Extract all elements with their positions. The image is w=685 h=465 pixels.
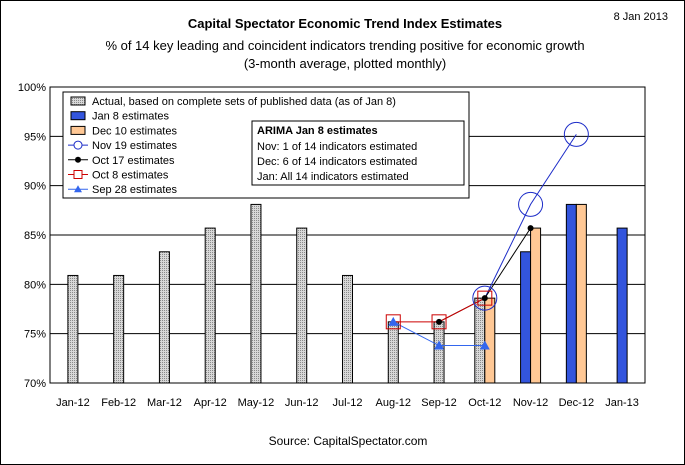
x-tick-label: Sep-12 xyxy=(421,397,456,409)
x-tick-label: Jun-12 xyxy=(285,397,319,409)
actual-bar xyxy=(158,251,170,384)
legend-label: Actual, based on complete sets of publis… xyxy=(92,96,396,108)
chart-title: Capital Spectator Economic Trend Index E… xyxy=(188,16,502,31)
actual-bar xyxy=(474,297,486,384)
y-tick-label: 70% xyxy=(24,378,46,390)
chart-date: 8 Jan 2013 xyxy=(614,11,668,23)
legend-label: Dec 10 estimates xyxy=(92,125,177,137)
legend-item: Nov 19 estimates xyxy=(68,140,177,152)
actual-bar xyxy=(250,203,262,384)
actual-bar xyxy=(342,274,353,384)
x-tick-label: Aug-12 xyxy=(376,397,411,409)
chart-source: Source: CapitalSpectator.com xyxy=(269,434,428,448)
dec10-bar xyxy=(575,203,587,384)
legend-swatch xyxy=(70,111,86,121)
y-tick-label: 90% xyxy=(24,181,46,193)
oct17-marker xyxy=(481,295,488,302)
annotation-line-3: Jan: All 14 indicators estimated xyxy=(257,171,409,183)
dec10-bar xyxy=(530,227,542,384)
legend-label: Oct 8 estimates xyxy=(92,170,169,182)
annotation-title: ARIMA Jan 8 estimates xyxy=(257,125,378,137)
legend-label: Jan 8 estimates xyxy=(92,111,170,123)
nov19-marker xyxy=(472,285,498,311)
chart-subtitle-1: % of 14 key leading and coincident indic… xyxy=(105,38,584,53)
y-tick-label: 80% xyxy=(24,279,46,291)
x-tick-label: Jan-12 xyxy=(56,397,90,409)
nov19-marker xyxy=(518,191,544,217)
legend-marker xyxy=(73,140,83,150)
y-tick-label: 85% xyxy=(24,230,46,242)
x-tick-label: Mar-12 xyxy=(147,397,182,409)
bars-layer xyxy=(67,203,628,384)
legend-item: Jan 8 estimates xyxy=(70,111,170,123)
legend-marker xyxy=(73,170,83,179)
y-axis-tick-labels: 70% 75% 80% 85% 90% 95% 100% xyxy=(18,82,46,390)
dec10-bar xyxy=(484,297,496,384)
x-tick-label: May-12 xyxy=(238,397,275,409)
y-tick-label: 75% xyxy=(24,329,46,341)
x-tick-label: Nov-12 xyxy=(513,397,548,409)
annotation-line-2: Dec: 6 of 14 indicators estimated xyxy=(257,156,417,168)
legend-marker xyxy=(74,185,82,193)
oct8-marker xyxy=(431,314,447,330)
chart-subtitle-2: (3-month average, plotted monthly) xyxy=(244,56,446,71)
actual-bar xyxy=(113,274,125,384)
legend-label: Oct 17 estimates xyxy=(92,155,175,167)
legend-item: Oct 8 estimates xyxy=(68,170,169,182)
legend-swatch xyxy=(70,96,86,106)
x-tick-label: Feb-12 xyxy=(101,397,136,409)
oct8-marker xyxy=(385,314,401,330)
oct8-marker xyxy=(477,290,493,306)
legend-swatch xyxy=(70,125,86,135)
legend-item: Sep 28 estimates xyxy=(68,184,177,196)
x-tick-label: Oct-12 xyxy=(468,397,501,409)
sep28-marker xyxy=(434,340,445,350)
x-tick-label: Dec-12 xyxy=(559,397,594,409)
x-axis-tick-labels: Jan-12 Feb-12 Mar-12 Apr-12 May-12 Jun-12 Jul-… xyxy=(56,397,639,409)
y-tick-label: 100% xyxy=(18,82,46,94)
actual-bar xyxy=(204,227,216,384)
legend-marker xyxy=(75,156,81,163)
legend-item: Actual, based on complete sets of publis… xyxy=(70,96,396,108)
jan8-bar xyxy=(565,203,577,384)
nov19-marker xyxy=(563,121,589,147)
x-tick-label: Apr-12 xyxy=(194,397,227,409)
markers-layer xyxy=(385,121,589,350)
y-tick-label: 95% xyxy=(24,131,46,143)
actual-bar xyxy=(67,274,79,384)
actual-bar xyxy=(387,321,399,384)
legend-item: Dec 10 estimates xyxy=(70,125,177,137)
legend-label: Sep 28 estimates xyxy=(92,184,177,196)
annotation-box: ARIMA Jan 8 estimates Nov: 1 of 14 indic… xyxy=(251,120,465,186)
jan8-bar xyxy=(616,227,628,384)
legend-item: Oct 17 estimates xyxy=(68,155,175,167)
jan8-bar xyxy=(520,251,532,384)
sep28-marker xyxy=(479,340,490,350)
actual-bar xyxy=(433,321,445,384)
oct17-marker xyxy=(436,318,443,325)
oct17-marker xyxy=(527,225,534,232)
sep28-marker xyxy=(388,316,399,326)
x-tick-label: Jul-12 xyxy=(333,397,363,409)
actual-bar xyxy=(296,227,308,384)
x-tick-label: Jan-13 xyxy=(605,397,639,409)
annotation-line-1: Nov: 1 of 14 indicators estimated xyxy=(257,141,417,153)
nov19-line xyxy=(484,134,577,299)
legend-label: Nov 19 estimates xyxy=(92,140,177,152)
